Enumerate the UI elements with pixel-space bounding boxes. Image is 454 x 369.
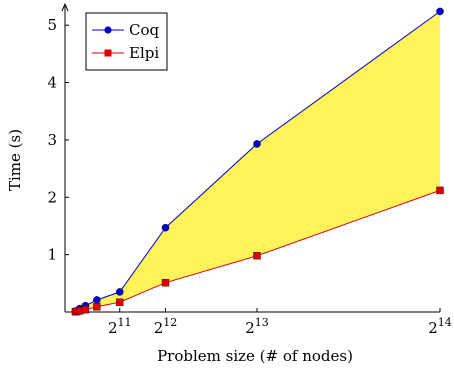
x-tick-label: 214 [428,316,452,337]
fill-between-area [75,11,441,312]
x-tick-label: 212 [154,316,178,337]
axes [61,2,441,313]
series-layer [71,7,444,316]
data-point [93,303,101,311]
legend-item-coq: Coq [92,21,160,39]
y-tick-label: 1 [47,246,57,264]
y-tick-label: 2 [47,188,57,206]
x-axis-label: Problem size (# of nodes) [157,347,353,365]
data-point [116,298,124,306]
y-tick-label: 3 [47,131,57,149]
data-point [115,288,124,296]
y-tick-label: 5 [47,16,57,34]
y-axis-arrow [61,2,69,12]
legend: Coq Elpi [85,12,168,71]
data-point [161,223,170,232]
tick-labels: 1 2 3 4 5 211 212 213 214 [47,16,451,337]
y-tick-label: 4 [47,74,57,92]
data-point [253,140,261,148]
legend-marker [104,49,112,57]
legend-item-elpi: Elpi [92,44,159,62]
data-point [436,7,444,16]
series-elpi [71,186,444,316]
data-point [253,252,261,260]
legend-box [85,12,168,71]
data-point [436,186,444,195]
data-point [161,279,170,287]
fill-between-polygon [75,11,441,312]
data-point [93,296,101,304]
legend-marker [104,26,112,34]
x-tick-label: 211 [108,316,132,337]
legend-label: Coq [129,21,160,39]
x-tick-label: 213 [245,316,269,337]
data-point [81,306,90,314]
y-axis-label: Time (s) [6,129,24,191]
legend-label: Elpi [129,44,159,62]
